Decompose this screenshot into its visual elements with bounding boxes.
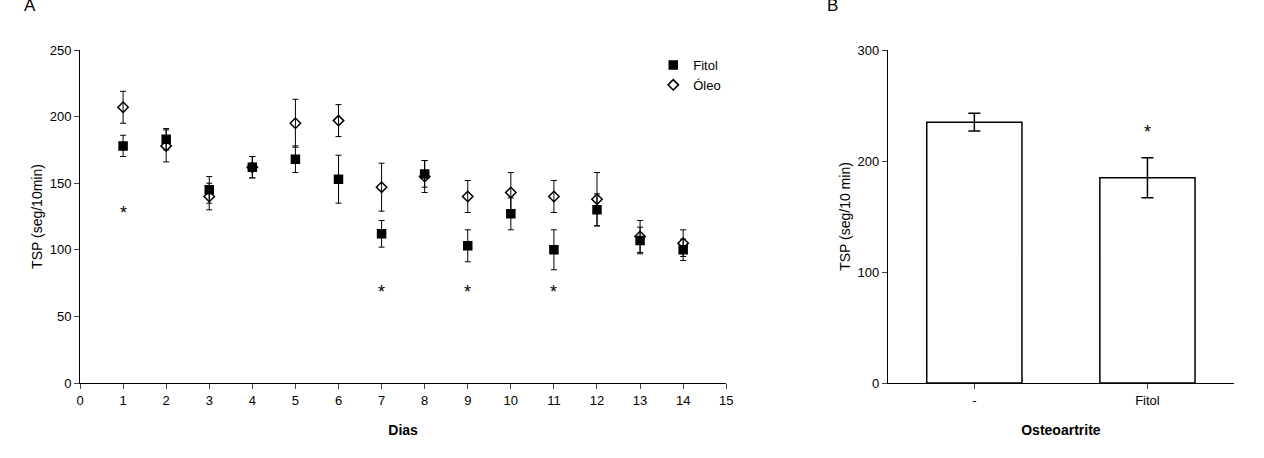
svg-text:Fitol: Fitol [1135,393,1160,408]
svg-text:Fitol: Fitol [693,58,718,73]
svg-text:12: 12 [590,393,604,408]
svg-text:50: 50 [57,309,71,324]
svg-text:-: - [972,393,976,408]
svg-text:200: 200 [857,154,879,169]
svg-text:14: 14 [676,393,690,408]
svg-text:250: 250 [50,43,72,58]
svg-text:7: 7 [378,393,385,408]
svg-text:0: 0 [76,393,83,408]
svg-text:11: 11 [547,393,561,408]
svg-text:*: * [550,282,557,302]
svg-text:5: 5 [292,393,299,408]
svg-text:Óleo: Óleo [693,78,720,93]
svg-text:1: 1 [119,393,126,408]
svg-text:4: 4 [249,393,256,408]
svg-text:A: A [24,0,36,15]
svg-text:*: * [464,282,471,302]
svg-text:13: 13 [633,393,647,408]
svg-text:B: B [827,0,838,15]
svg-text:Osteoartrite: Osteoartrite [1021,422,1101,438]
svg-text:8: 8 [421,393,428,408]
svg-text:100: 100 [50,242,72,257]
svg-text:200: 200 [50,109,72,124]
svg-text:TSP (seg/10min): TSP (seg/10min) [29,164,45,269]
svg-text:6: 6 [335,393,342,408]
svg-text:TSP (seg/10 min): TSP (seg/10 min) [837,162,853,271]
svg-text:150: 150 [50,176,72,191]
svg-text:100: 100 [857,265,879,280]
svg-text:*: * [378,282,385,302]
svg-text:Dias: Dias [388,422,418,438]
svg-text:0: 0 [872,376,879,391]
svg-text:3: 3 [206,393,213,408]
svg-text:0: 0 [64,376,71,391]
svg-text:300: 300 [857,43,879,58]
svg-text:*: * [1144,122,1151,142]
svg-text:10: 10 [504,393,518,408]
svg-text:15: 15 [719,393,733,408]
svg-text:*: * [120,203,127,223]
svg-text:2: 2 [163,393,170,408]
svg-text:9: 9 [464,393,471,408]
